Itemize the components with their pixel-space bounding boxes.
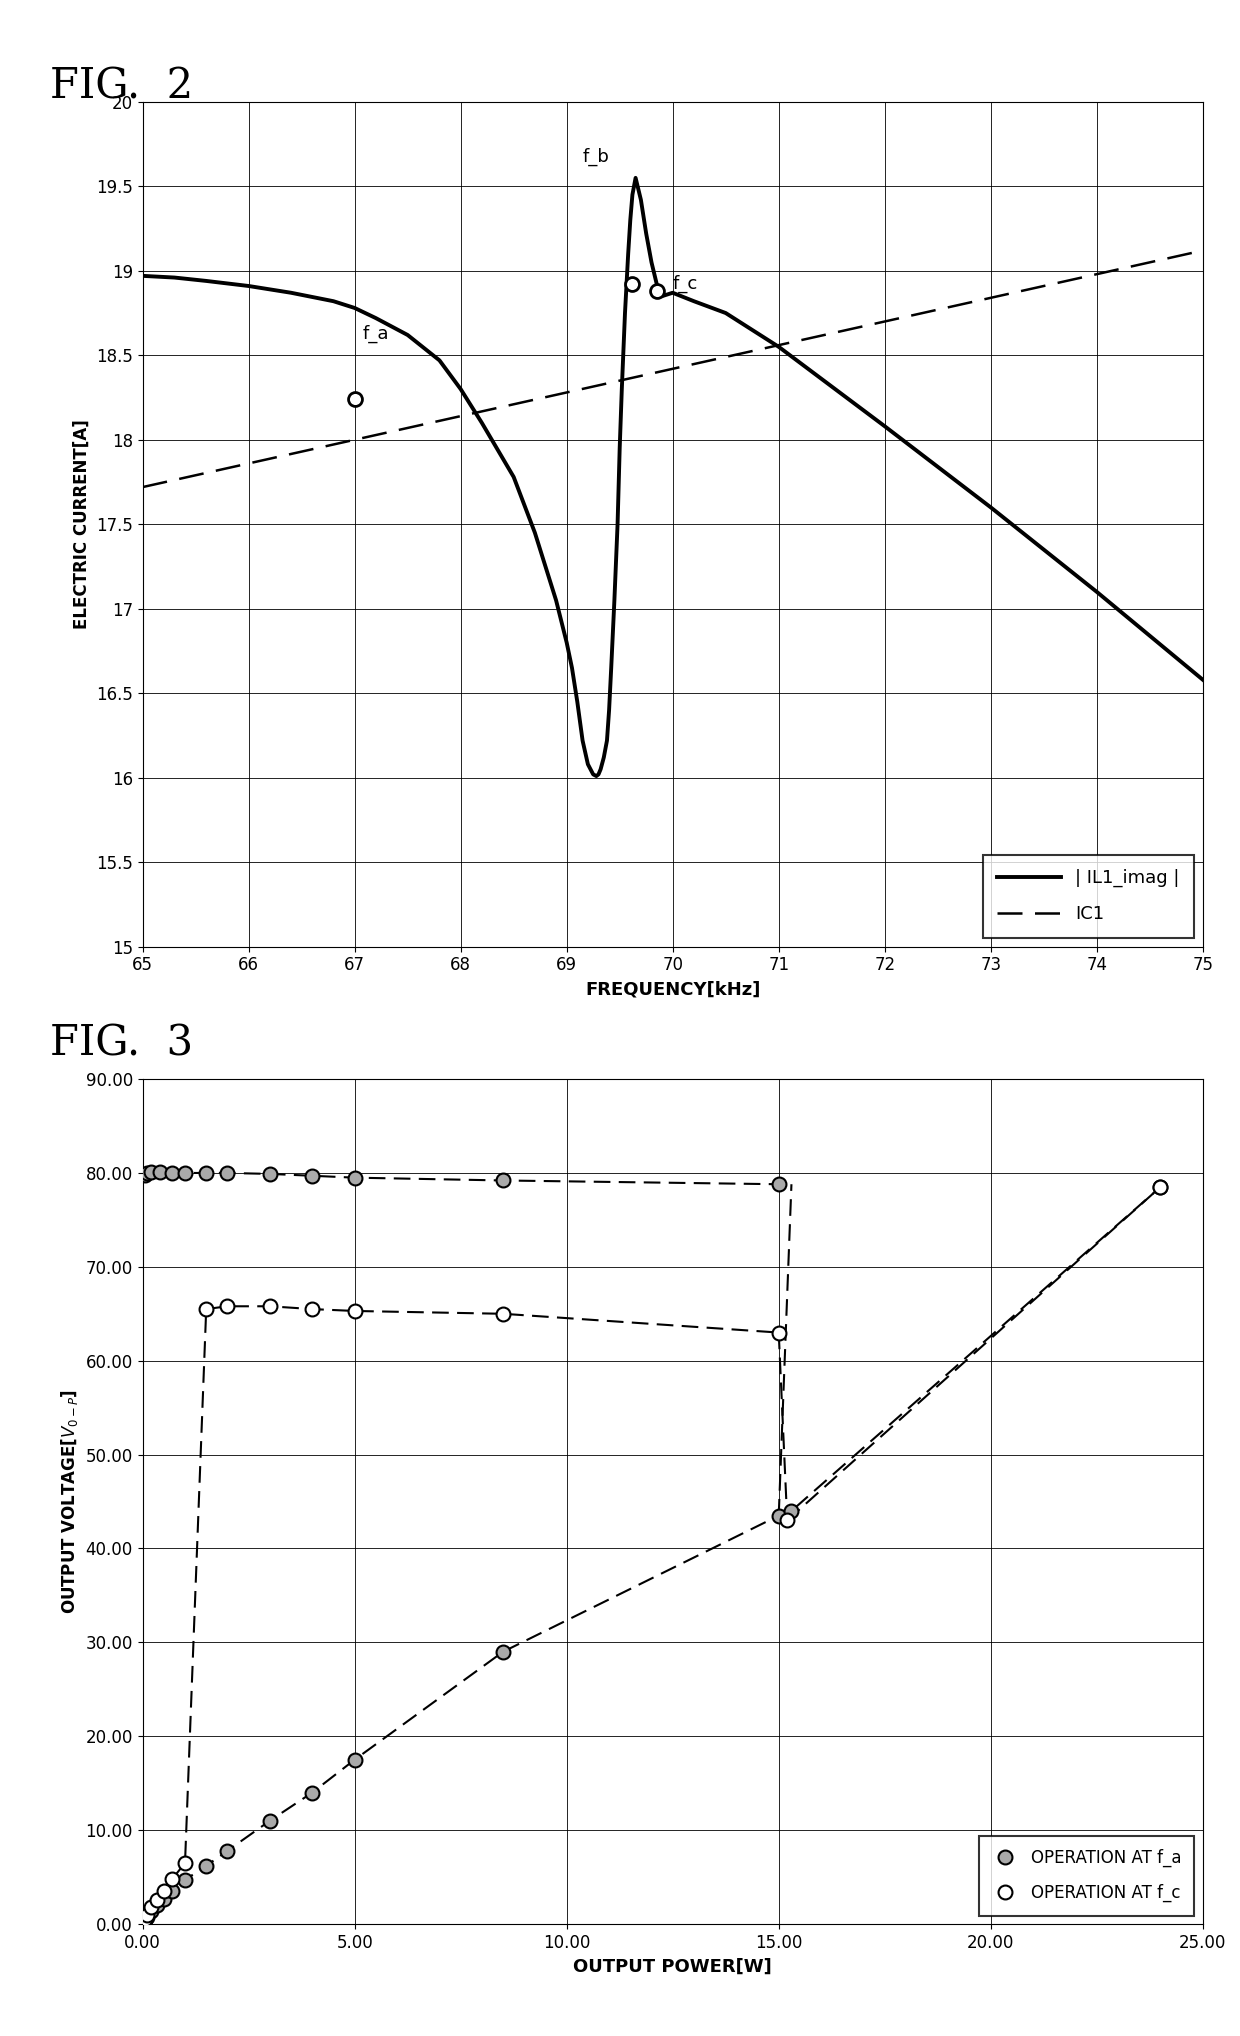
Text: f_b: f_b	[583, 149, 609, 167]
Text: f_c: f_c	[673, 275, 698, 293]
Y-axis label: OUTPUT VOLTAGE[$V_{0-P}$]: OUTPUT VOLTAGE[$V_{0-P}$]	[60, 1389, 79, 1615]
Text: FIG.  2: FIG. 2	[50, 65, 193, 108]
X-axis label: OUTPUT POWER[W]: OUTPUT POWER[W]	[573, 1957, 773, 1975]
Legend: | IL1_imag |, IC1: | IL1_imag |, IC1	[983, 855, 1194, 939]
Legend: OPERATION AT f_a, OPERATION AT f_c: OPERATION AT f_a, OPERATION AT f_c	[978, 1836, 1194, 1916]
Y-axis label: ELECTRIC CURRENT[A]: ELECTRIC CURRENT[A]	[72, 419, 91, 629]
Text: FIG.  3: FIG. 3	[50, 1022, 192, 1065]
X-axis label: FREQUENCY[kHz]: FREQUENCY[kHz]	[585, 979, 760, 998]
Text: f_a: f_a	[363, 326, 389, 344]
